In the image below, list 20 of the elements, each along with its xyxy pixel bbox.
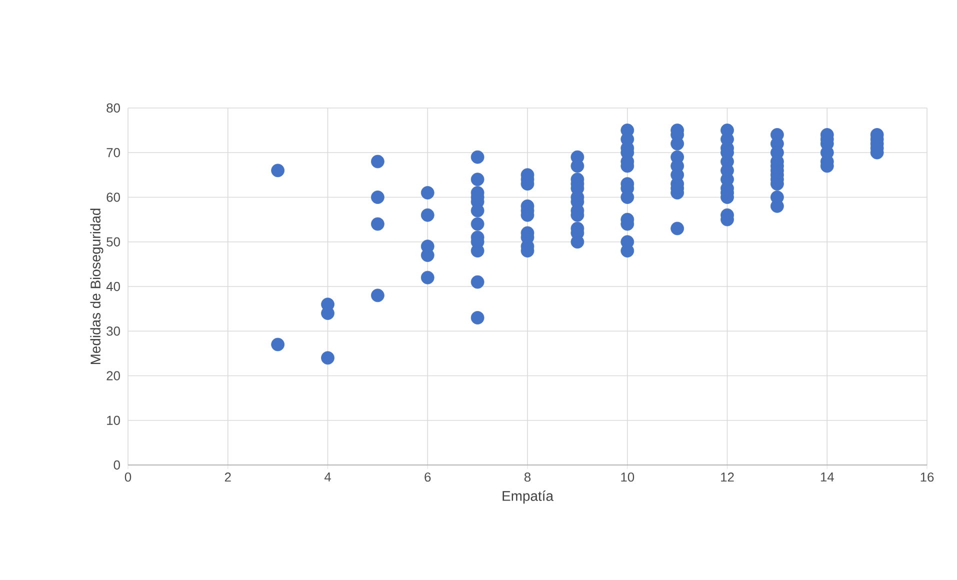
x-tick-label: 4 xyxy=(324,472,331,482)
y-tick-label: 60 xyxy=(106,192,120,202)
x-tick-label: 16 xyxy=(920,472,934,482)
y-tick-label: 10 xyxy=(107,416,120,425)
y-tick-label: 50 xyxy=(106,237,120,246)
x-tick-label: 2 xyxy=(224,472,231,482)
y-tick-label: 20 xyxy=(106,371,120,380)
y-tick-label: 0 xyxy=(114,460,120,470)
x-tick-label: 10 xyxy=(621,472,634,482)
y-tick-label: 80 xyxy=(106,103,120,113)
x-tick-label: 8 xyxy=(524,472,531,482)
x-axis-title: Empatía xyxy=(502,490,554,504)
x-tick-label: 6 xyxy=(424,472,431,482)
x-tick-label: 12 xyxy=(721,472,734,482)
x-tick-label: 14 xyxy=(820,472,834,482)
y-tick-label: 30 xyxy=(106,326,120,336)
x-tick-label: 0 xyxy=(124,472,132,482)
y-tick-label: 70 xyxy=(106,148,120,158)
y-tick-label: 40 xyxy=(106,282,120,292)
y-axis-title: Medidas de Bioseguridad xyxy=(90,208,104,364)
